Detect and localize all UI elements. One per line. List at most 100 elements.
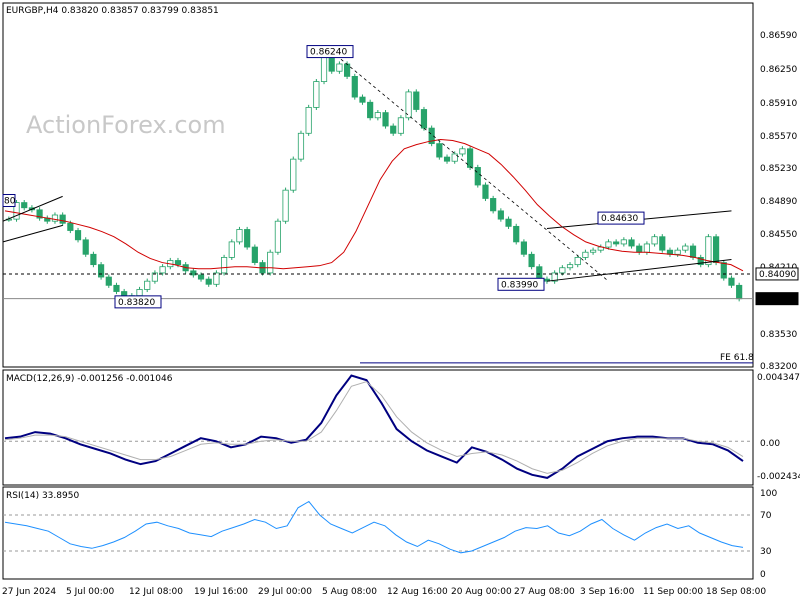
- candle-body: [443, 156, 451, 162]
- y-tick: -0.002434: [757, 472, 800, 482]
- y-tick: 70: [760, 511, 772, 521]
- y-tick: 100: [760, 489, 777, 499]
- panel-frames: [2, 2, 754, 580]
- y-tick: 30: [760, 547, 772, 557]
- annotation-box: [114, 295, 162, 309]
- candle-body: [305, 107, 312, 134]
- annotation-label: 80: [4, 197, 16, 207]
- candle-body: [90, 253, 97, 266]
- candle-body: [636, 245, 643, 253]
- rsi-title: RSI(14) 33.8950: [6, 491, 79, 501]
- candle-body: [205, 278, 212, 285]
- fe-label: FE 61.8: [720, 353, 754, 363]
- x-tick: 12 Jul 08:00: [129, 587, 183, 597]
- moving-average-line: [4, 138, 744, 272]
- candle-body: [251, 246, 258, 263]
- candle-body: [620, 239, 627, 245]
- x-tick: 5 Aug 08:00: [322, 587, 377, 597]
- rsi-plot: [3, 500, 753, 554]
- candle-body: [520, 241, 527, 255]
- candle-body: [459, 148, 466, 155]
- candle-body: [297, 132, 305, 160]
- candle-body: [536, 266, 543, 280]
- candle-body: [490, 198, 497, 212]
- candle-body: [274, 220, 281, 253]
- candle-body: [497, 210, 504, 220]
- candle-body: [582, 251, 589, 258]
- candle-body: [551, 272, 558, 282]
- candle-body: [267, 251, 274, 274]
- price-level-box: [755, 267, 799, 281]
- candle-body: [713, 236, 720, 263]
- candle-body: [228, 241, 235, 258]
- candle-body: [136, 289, 143, 297]
- candle-body: [21, 202, 28, 209]
- candle-body: [482, 184, 489, 199]
- candle-body: [51, 214, 59, 222]
- annotation-label: 0.84630: [601, 214, 638, 224]
- y-tick: 0.83530: [760, 330, 797, 340]
- y-tick: 0.85570: [760, 132, 797, 142]
- y-tick: 0.84550: [760, 230, 797, 240]
- candle-body: [705, 236, 712, 266]
- price-title: EURGBP,H4 0.83820 0.83857 0.83799 0.8385…: [6, 6, 219, 16]
- y-tick: 0: [760, 570, 766, 580]
- annotation-box: [2, 194, 16, 208]
- x-tick: 19 Jul 16:00: [194, 587, 248, 597]
- candle-body: [728, 277, 735, 286]
- candle-body: [413, 91, 420, 110]
- rsi-y-axis: 100 70 30 0: [760, 489, 777, 580]
- candle-body: [151, 272, 158, 282]
- candle-body: [74, 230, 82, 241]
- annotation-label: 0.86240: [310, 48, 347, 58]
- price-level-label: 0.84090: [759, 270, 796, 280]
- candle-body: [420, 109, 428, 129]
- candle-body: [221, 256, 228, 274]
- candle-body: [513, 225, 520, 243]
- y-tick: 0.004347: [757, 373, 800, 383]
- candle-body: [13, 202, 20, 220]
- candle-body: [144, 280, 151, 290]
- price-y-axis: 0.86590 0.86250 0.85910 0.85570 0.85230 …: [760, 31, 797, 372]
- x-tick: 3 Sep 16:00: [580, 587, 635, 597]
- candle-body: [505, 218, 512, 227]
- candle-body: [36, 209, 43, 219]
- candle-body: [628, 239, 635, 247]
- x-tick: 27 Aug 08:00: [514, 587, 575, 597]
- candle-body: [528, 253, 535, 268]
- macd-title: MACD(12,26,9) -0.001256 -0.001046: [6, 374, 173, 384]
- y-tick: 0.00: [760, 439, 780, 449]
- candle-body: [59, 214, 66, 224]
- y-tick: 0.85230: [760, 164, 797, 174]
- candle-body: [390, 125, 397, 134]
- candle-body: [436, 143, 443, 158]
- price-level-box: [755, 292, 799, 306]
- candle-body: [428, 127, 435, 145]
- candle-body: [282, 189, 289, 222]
- x-tick: 11 Sep 00:00: [643, 587, 703, 597]
- candle-body: [574, 256, 581, 266]
- candle-body: [613, 241, 620, 245]
- candle-body: [605, 241, 612, 248]
- candle-body: [190, 270, 197, 276]
- candle-body: [67, 222, 74, 231]
- candle-body: [651, 236, 658, 245]
- candle-body: [113, 284, 120, 292]
- candle-body: [566, 264, 574, 269]
- y-tick: 0.86590: [760, 31, 797, 41]
- watermark: ActionForex.com: [26, 111, 226, 139]
- x-tick: 27 Jun 2024: [2, 587, 56, 597]
- macd-line: [4, 374, 744, 479]
- annotation-box: [306, 45, 354, 59]
- annotations: 0.86240 0.83820 0.83990 0.84630 FE 61.8 80: [2, 45, 754, 364]
- y-tick: 0.84890: [760, 197, 797, 207]
- candle-body: [405, 91, 412, 119]
- x-axis: 27 Jun 2024 5 Jul 00:00 12 Jul 08:00 19 …: [2, 587, 766, 597]
- annotation-label: 0.83990: [501, 280, 538, 290]
- candle-body: [397, 117, 404, 134]
- x-tick: 29 Jul 00:00: [258, 587, 312, 597]
- x-tick: 12 Aug 16:00: [387, 587, 448, 597]
- candle-body: [559, 267, 566, 274]
- macd-y-axis: 0.004347 0.00 -0.002434: [757, 373, 800, 482]
